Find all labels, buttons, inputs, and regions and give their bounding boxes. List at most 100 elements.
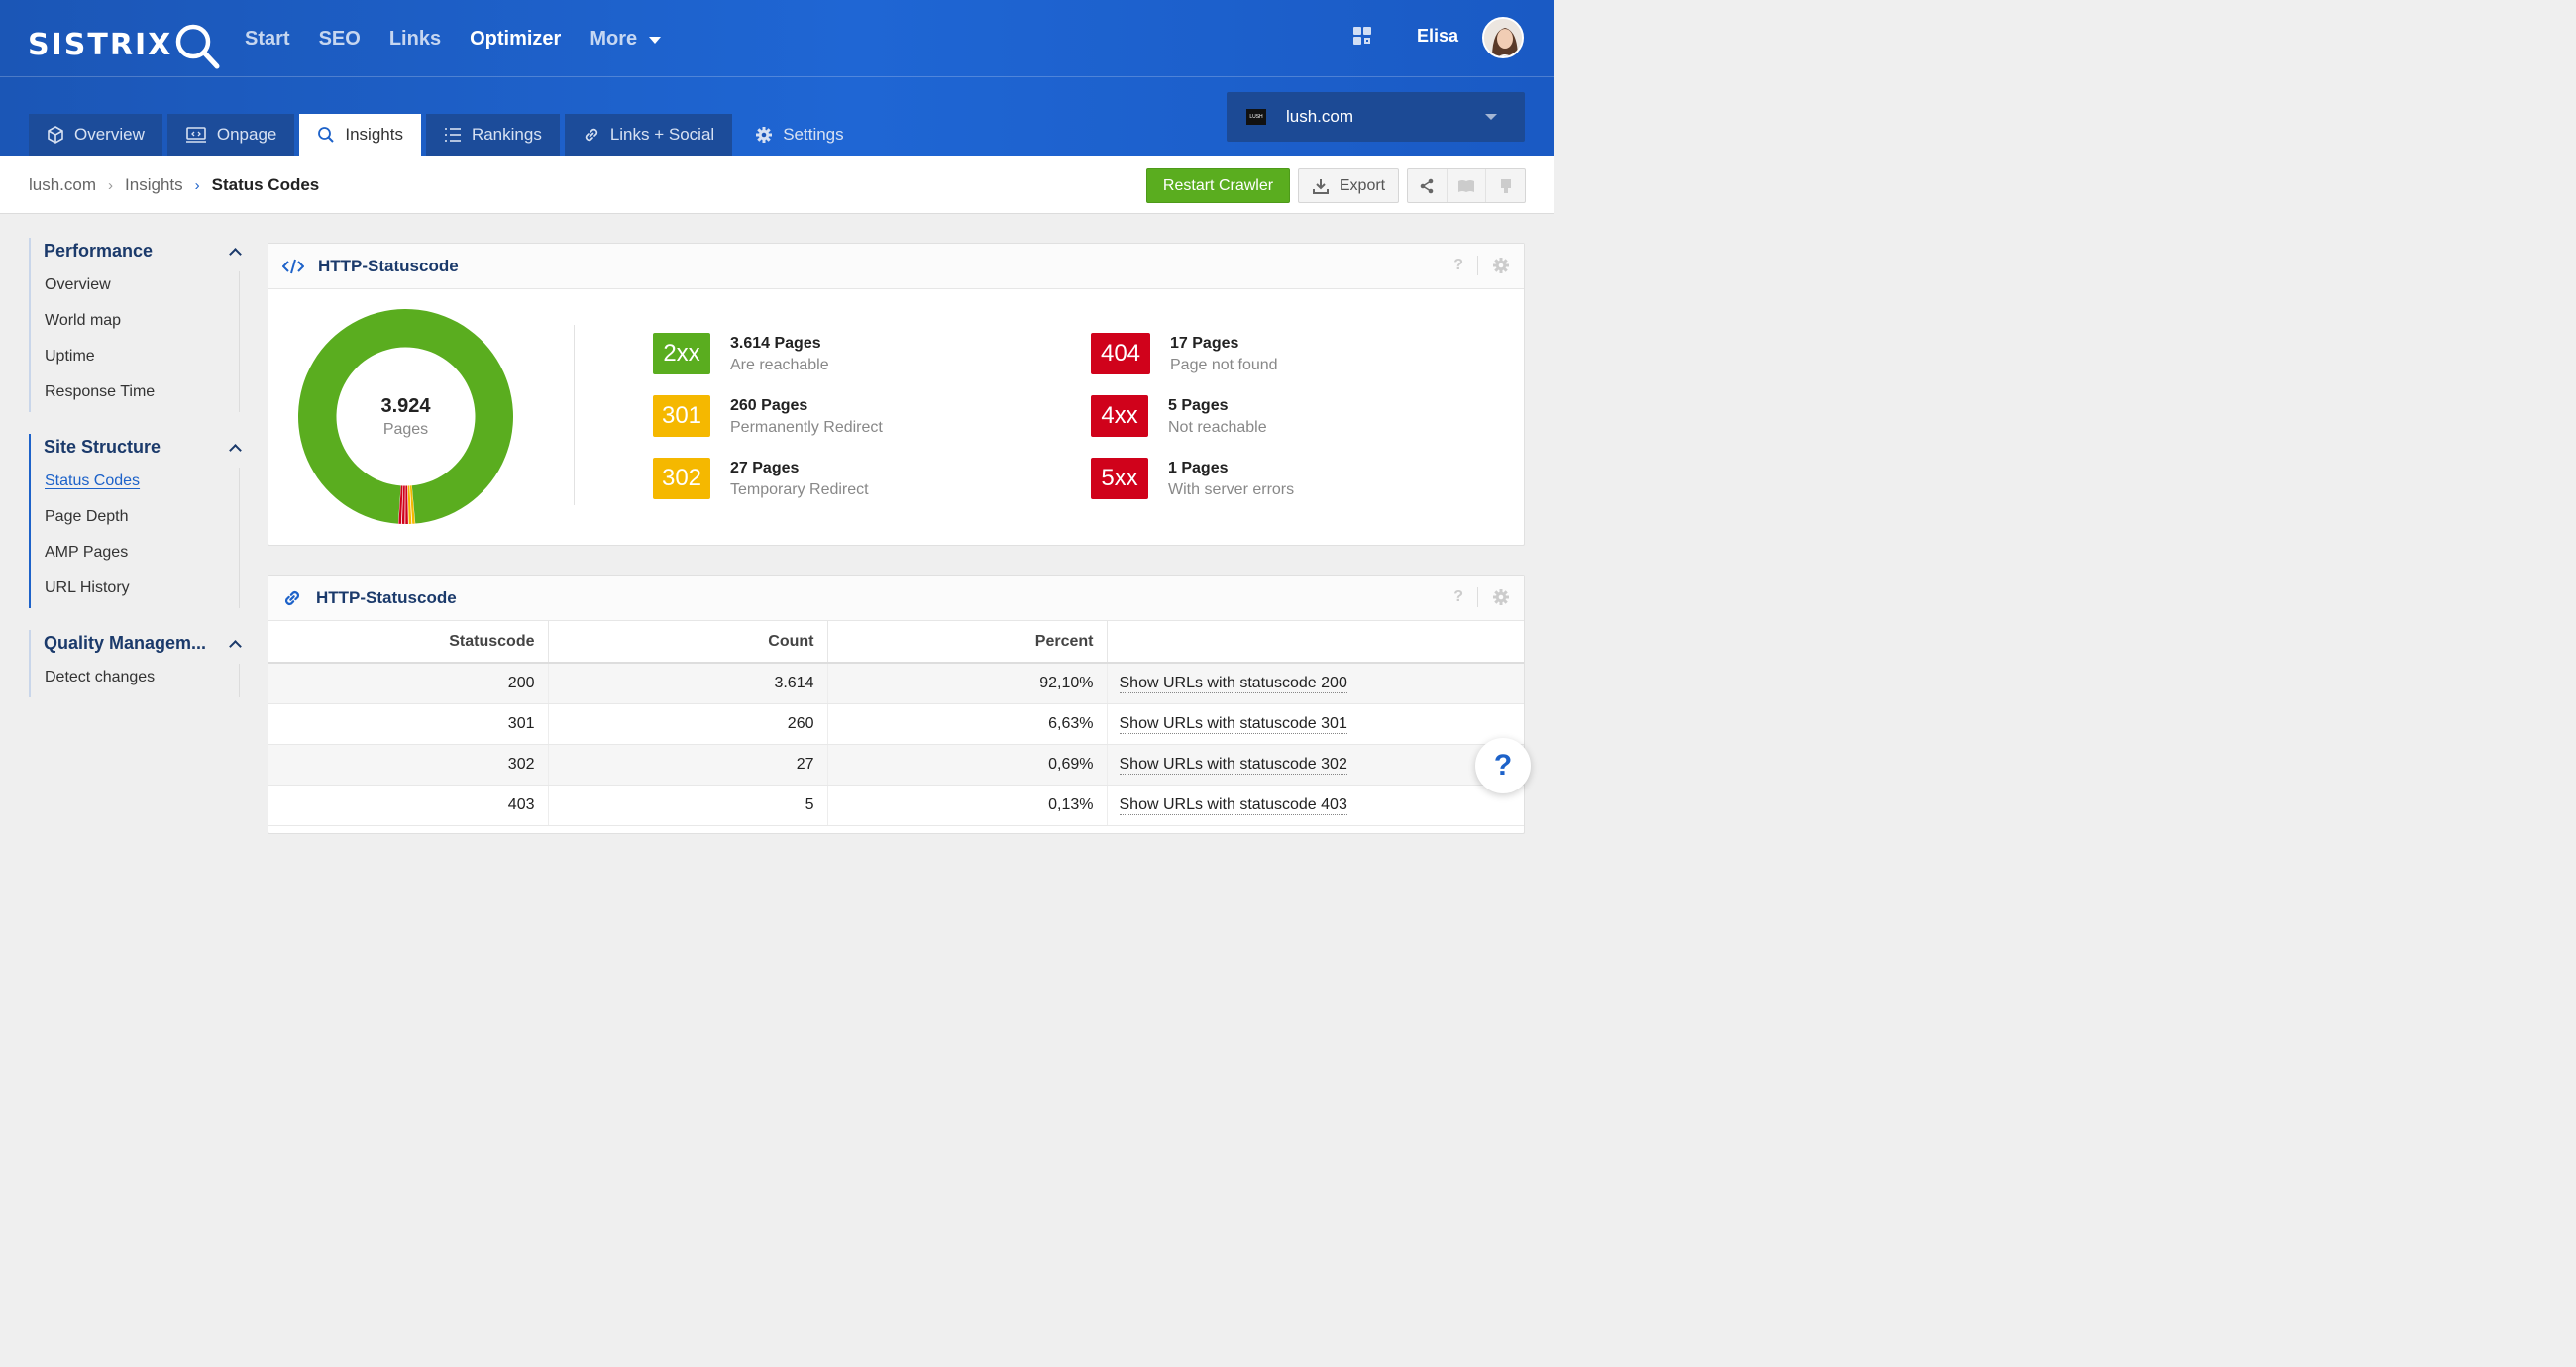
cell-count: 3.614 bbox=[548, 663, 828, 704]
column-header-statuscode[interactable]: Statuscode bbox=[268, 621, 549, 664]
cell-action: Show URLs with statuscode 302 bbox=[1107, 744, 1524, 786]
tab-insights[interactable]: Insights bbox=[299, 114, 421, 156]
gear-icon[interactable] bbox=[1492, 588, 1510, 606]
sidebar-group-performance: Performance Overview World map Uptime Re… bbox=[29, 238, 242, 412]
nav-seo[interactable]: SEO bbox=[318, 28, 361, 50]
nav-links[interactable]: Links bbox=[388, 28, 442, 50]
sidebar-group-header[interactable]: Quality Managem... bbox=[31, 630, 242, 662]
bookmark-button[interactable] bbox=[1486, 169, 1525, 202]
stat-2xx[interactable]: 2xx 3.614 Pages Are reachable bbox=[653, 333, 829, 377]
sidebar-item-label: Uptime bbox=[45, 348, 95, 365]
column-header-percent[interactable]: Percent bbox=[827, 621, 1108, 664]
sidebar-item-world-map[interactable]: World map bbox=[31, 305, 242, 341]
tab-links-social[interactable]: Links + Social bbox=[564, 114, 733, 156]
cell-action: Show URLs with statuscode 301 bbox=[1107, 703, 1524, 745]
help-button[interactable]: ? bbox=[1475, 738, 1531, 793]
cell-statuscode: 301 bbox=[268, 703, 549, 745]
toolbar-icon-group bbox=[1407, 168, 1526, 203]
sidebar-group-title: Quality Managem... bbox=[44, 633, 207, 653]
table-row: 301 260 6,63% Show URLs with statuscode … bbox=[268, 703, 1524, 745]
stat-desc: With server errors bbox=[1168, 481, 1295, 499]
tab-onpage-label: Onpage bbox=[216, 125, 277, 144]
statuscode-overview-panel: HTTP-Statuscode ? 3.924 Pages 2xx 3.614 … bbox=[268, 243, 1525, 546]
breadcrumb-insights[interactable]: Insights bbox=[125, 175, 183, 194]
export-button[interactable]: Export bbox=[1298, 168, 1399, 203]
sidebar-item-response-time[interactable]: Response Time bbox=[31, 376, 242, 412]
stat-5xx[interactable]: 5xx 1 Pages With server errors bbox=[1091, 458, 1294, 502]
stat-404[interactable]: 404 17 Pages Page not found bbox=[1091, 333, 1278, 377]
chevron-up-icon bbox=[229, 248, 242, 261]
tab-settings-label: Settings bbox=[783, 125, 844, 144]
donut-center: 3.924 Pages bbox=[298, 309, 513, 524]
user-name[interactable]: Elisa bbox=[1417, 26, 1459, 46]
panel-tools: ? bbox=[1453, 256, 1510, 275]
help-icon[interactable]: ? bbox=[1453, 588, 1463, 605]
sidebar-item-page-depth[interactable]: Page Depth bbox=[31, 501, 242, 537]
sidebar-item-detect-changes[interactable]: Detect changes bbox=[31, 662, 242, 697]
tab-settings[interactable]: Settings bbox=[737, 114, 861, 156]
donut-slice-404[interactable] bbox=[405, 485, 408, 524]
status-donut-chart: 3.924 Pages bbox=[298, 309, 513, 524]
stat-301[interactable]: 301 260 Pages Permanently Redirect bbox=[653, 395, 883, 440]
table-header-row: Statuscode Count Percent bbox=[268, 621, 1524, 664]
sidebar-item-overview[interactable]: Overview bbox=[31, 269, 242, 305]
sistrix-logo[interactable]: SISTRIX bbox=[28, 20, 221, 69]
sidebar-group-header[interactable]: Performance bbox=[31, 238, 242, 269]
sidebar-group-site-structure: Site Structure Status Codes Page Depth A… bbox=[29, 434, 242, 608]
sidebar: Performance Overview World map Uptime Re… bbox=[29, 238, 242, 719]
show-urls-link[interactable]: Show URLs with statuscode 403 bbox=[1119, 795, 1347, 815]
manual-button[interactable] bbox=[1448, 169, 1487, 202]
code-icon bbox=[282, 259, 304, 273]
tab-overview[interactable]: Overview bbox=[29, 114, 162, 156]
donut-svg bbox=[298, 309, 513, 524]
nav-optimizer[interactable]: Optimizer bbox=[470, 28, 562, 50]
sidebar-item-amp-pages[interactable]: AMP Pages bbox=[31, 537, 242, 573]
avatar[interactable] bbox=[1482, 17, 1524, 58]
show-urls-link[interactable]: Show URLs with statuscode 301 bbox=[1119, 714, 1347, 734]
panel-header: HTTP-Statuscode ? bbox=[268, 244, 1524, 289]
tab-rankings[interactable]: Rankings bbox=[425, 114, 560, 156]
share-button[interactable] bbox=[1408, 169, 1448, 202]
sidebar-item-uptime[interactable]: Uptime bbox=[31, 341, 242, 376]
breadcrumb-domain[interactable]: lush.com bbox=[29, 175, 97, 194]
sidebar-group-header[interactable]: Site Structure bbox=[31, 434, 242, 466]
panel-title: HTTP-Statuscode bbox=[316, 587, 457, 607]
sidebar-item-label: URL History bbox=[45, 579, 130, 596]
gear-icon[interactable] bbox=[1492, 257, 1510, 274]
donut-slice-301[interactable] bbox=[409, 485, 415, 524]
cell-percent: 0,13% bbox=[827, 785, 1108, 826]
restart-crawler-button[interactable]: Restart Crawler bbox=[1146, 168, 1290, 203]
donut-slice-5xx[interactable] bbox=[398, 485, 403, 524]
tab-onpage[interactable]: Onpage bbox=[166, 114, 295, 156]
stat-4xx[interactable]: 4xx 5 Pages Not reachable bbox=[1091, 395, 1267, 440]
show-urls-link[interactable]: Show URLs with statuscode 200 bbox=[1119, 674, 1347, 693]
stat-pages: 3.614 Pages bbox=[730, 335, 821, 352]
tab-overview-label: Overview bbox=[74, 125, 145, 144]
section-tabs: Overview Onpage Insights Rankings Links … bbox=[29, 114, 867, 156]
stat-302[interactable]: 302 27 Pages Temporary Redirect bbox=[653, 458, 869, 502]
cube-icon bbox=[48, 126, 63, 144]
stat-pages: 5 Pages bbox=[1168, 397, 1229, 414]
domain-selector[interactable]: LUSH lush.com bbox=[1227, 92, 1525, 142]
panel-title: HTTP-Statuscode bbox=[318, 256, 459, 275]
apps-grid-icon[interactable] bbox=[1353, 27, 1373, 47]
donut-slice-4xx[interactable] bbox=[401, 485, 405, 524]
donut-slice-2xx[interactable] bbox=[298, 309, 513, 524]
sidebar-item-label: World map bbox=[45, 312, 122, 329]
status-badge: 4xx bbox=[1091, 395, 1148, 437]
nav-more[interactable]: More bbox=[590, 28, 662, 51]
sidebar-item-status-codes[interactable]: Status Codes bbox=[31, 466, 242, 501]
domain-selector-value: lush.com bbox=[1286, 107, 1354, 126]
help-icon[interactable]: ? bbox=[1453, 257, 1463, 273]
stat-desc: Are reachable bbox=[730, 357, 829, 374]
chevron-down-icon bbox=[649, 37, 662, 44]
stat-pages: 27 Pages bbox=[730, 460, 800, 476]
donut-slice-302[interactable] bbox=[407, 485, 412, 524]
nav-start[interactable]: Start bbox=[245, 28, 290, 50]
cell-count: 27 bbox=[548, 744, 828, 786]
list-icon bbox=[444, 128, 461, 142]
show-urls-link[interactable]: Show URLs with statuscode 302 bbox=[1119, 755, 1347, 775]
column-header-count[interactable]: Count bbox=[548, 621, 828, 664]
sidebar-item-url-history[interactable]: URL History bbox=[31, 573, 242, 608]
status-badge: 302 bbox=[653, 458, 710, 499]
